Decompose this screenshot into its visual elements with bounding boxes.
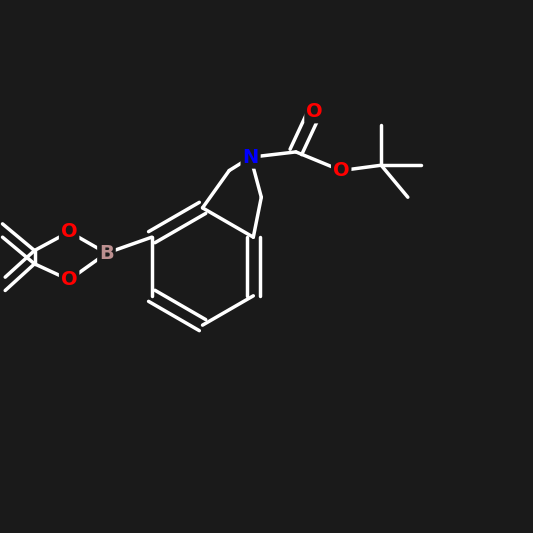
Text: O: O [306,102,323,122]
Text: B: B [99,244,114,263]
Text: O: O [333,161,350,180]
Text: N: N [243,148,259,167]
Text: O: O [61,270,77,289]
Text: O: O [61,222,77,241]
